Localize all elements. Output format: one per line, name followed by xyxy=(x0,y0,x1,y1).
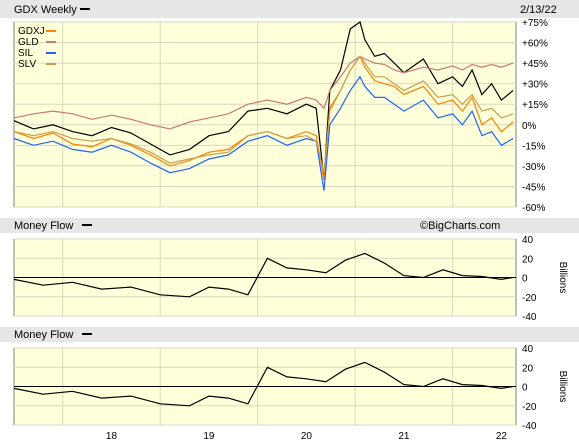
y-tick-label: -15% xyxy=(522,141,545,152)
x-tick-label: 18 xyxy=(106,431,118,442)
x-tick-label: 20 xyxy=(301,431,313,442)
series-line-gdx xyxy=(13,21,514,180)
y-tick-label: -40 xyxy=(522,421,537,432)
y-tick-label: +45% xyxy=(522,59,548,70)
series-line-money-flow xyxy=(13,252,514,298)
y-tick-label: -30% xyxy=(522,162,545,173)
legend-label-slv: SLV xyxy=(18,59,36,70)
y-tick-label: 0 xyxy=(522,274,528,285)
series-line-slv xyxy=(13,55,514,173)
price-panel xyxy=(13,21,517,208)
y-tick-label: -45% xyxy=(522,182,545,193)
legend-label-sil: SIL xyxy=(18,48,33,59)
y-axis-title: Billions xyxy=(557,371,568,403)
y-tick-label: -20 xyxy=(522,293,537,304)
chart-title: GDX Weekly xyxy=(14,4,77,16)
legend-label-gld: GLD xyxy=(18,37,39,48)
y-tick-label: 20 xyxy=(522,363,534,374)
x-tick-label: 19 xyxy=(203,431,215,442)
y-tick-label: -40 xyxy=(522,312,537,323)
y-tick-label: 40 xyxy=(522,344,534,355)
money-flow-title-2: Money Flow xyxy=(14,329,73,341)
series-line-sil xyxy=(13,75,514,191)
money-flow-strip-1 xyxy=(0,218,579,233)
y-tick-label: 0 xyxy=(522,383,528,394)
chart-layers: +75% +60% +45% +30% +15% 0% -15% -30% -45% -60% GD… xyxy=(13,18,568,442)
x-tick-label: 21 xyxy=(398,431,410,442)
y-tick-label: -20 xyxy=(522,402,537,413)
y-tick-label: 40 xyxy=(522,235,534,246)
money-flow-title-1: Money Flow xyxy=(14,220,73,232)
x-tick-label: 22 xyxy=(496,431,508,442)
y-tick-label: +15% xyxy=(522,100,548,111)
series-line-gld xyxy=(13,55,514,130)
y-tick-label: -60% xyxy=(522,203,545,214)
y-tick-label: +75% xyxy=(522,18,548,29)
header-bar xyxy=(0,0,579,18)
y-tick-label: +30% xyxy=(522,80,548,91)
watermark: ©BigCharts.com xyxy=(420,220,500,232)
y-tick-label: +60% xyxy=(522,39,548,50)
y-axis-title: Billions xyxy=(557,262,568,294)
y-tick-label: 0% xyxy=(522,121,537,132)
y-tick-label: 20 xyxy=(522,254,534,265)
legend-label-gdxj: GDXJ xyxy=(18,26,45,37)
date-label: 2/13/22 xyxy=(520,4,557,16)
money-flow-strip-2 xyxy=(0,327,579,342)
series-line-money-flow xyxy=(13,361,514,407)
